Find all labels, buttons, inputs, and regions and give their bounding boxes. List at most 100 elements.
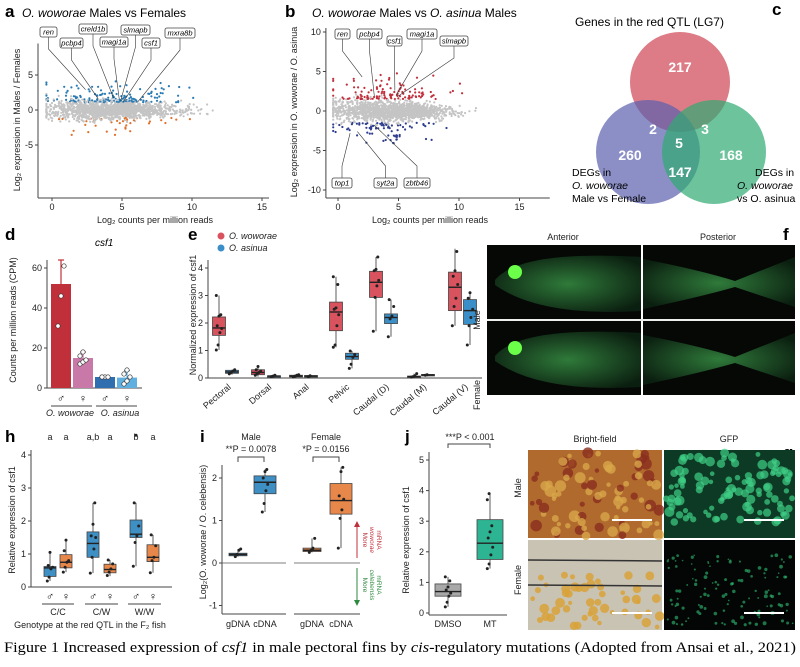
data-point	[45, 579, 49, 583]
x-tick-label: 10	[454, 202, 464, 212]
ma-point	[91, 103, 94, 106]
panel-j-ylabel: Relative expression of csf1	[401, 486, 411, 594]
ma-point	[445, 110, 448, 113]
gfp-signal	[764, 567, 768, 572]
ma-point	[389, 104, 392, 107]
ma-point	[64, 109, 67, 112]
ma-point	[416, 112, 419, 115]
ma-point	[109, 106, 112, 109]
ma-point	[50, 101, 54, 105]
gfp-signal	[676, 554, 680, 557]
ma-point	[160, 110, 163, 114]
ma-point	[352, 77, 355, 80]
data-point	[94, 536, 98, 539]
caption-prefix: Figure 1 Increased expression of	[4, 640, 222, 656]
pigment-cell	[595, 450, 601, 457]
ma-point	[77, 87, 80, 90]
data-point	[46, 564, 50, 568]
ma-point	[435, 111, 438, 114]
ma-point	[124, 116, 127, 119]
gfp-signal	[743, 623, 747, 627]
gfp-signal	[670, 603, 674, 606]
ma-point	[372, 111, 375, 114]
gfp-signal	[703, 592, 707, 597]
panel-d-ylabel: Counts per million reads (CPM)	[8, 257, 18, 383]
data-point	[469, 316, 473, 319]
ma-point	[371, 118, 375, 121]
ma-point	[363, 117, 366, 120]
gene-label-box	[356, 28, 383, 40]
gfp-signal	[754, 622, 759, 626]
ma-point	[381, 123, 385, 126]
ma-point	[124, 126, 127, 129]
pigment-cell	[597, 583, 605, 591]
ma-point	[350, 123, 353, 126]
data-point	[456, 283, 460, 286]
ma-point	[60, 108, 63, 111]
venn-blue-only: 260	[618, 147, 642, 163]
pigment-cell	[551, 606, 561, 615]
gfp-signal	[692, 577, 694, 580]
ma-point	[126, 120, 129, 124]
ma-point	[332, 89, 335, 92]
gfp-signal	[746, 494, 756, 504]
ma-point	[438, 120, 441, 123]
ma-point	[142, 100, 145, 104]
box	[129, 519, 143, 538]
ma-point	[169, 113, 172, 116]
ma-point	[370, 108, 373, 111]
data-point	[259, 369, 263, 373]
ma-point	[364, 99, 367, 102]
ma-point	[46, 98, 49, 101]
venn-blue-label-2: O. woworae	[572, 180, 628, 192]
gfp-signal	[769, 604, 773, 608]
data-point	[99, 374, 105, 380]
category-label: gDNA	[226, 619, 250, 629]
ma-point	[414, 113, 417, 117]
gfp-signal	[705, 456, 715, 467]
ma-point	[157, 108, 161, 111]
gfp-signal	[776, 504, 786, 513]
gfp-signal	[714, 621, 718, 625]
gene-leader-line	[342, 39, 363, 78]
ma-point	[408, 100, 411, 103]
ma-point	[339, 98, 342, 101]
ma-point	[82, 112, 85, 115]
pigment-cell	[597, 620, 602, 626]
col-gfp: GFP	[720, 434, 739, 444]
ma-point	[76, 111, 79, 114]
ma-point	[336, 117, 339, 120]
ma-point	[164, 102, 167, 105]
ma-point	[211, 109, 214, 112]
y-tick-label: 3	[21, 483, 26, 493]
ma-point	[84, 100, 87, 104]
ma-point	[387, 78, 391, 81]
panel-b-title: O. woworae Males vs O. asinua Males	[312, 6, 517, 20]
ma-point	[363, 95, 366, 99]
gfp-signal	[731, 619, 735, 624]
ma-point	[70, 98, 74, 101]
gene-label-box	[403, 177, 431, 189]
ma-point	[375, 87, 379, 90]
ma-point	[50, 119, 54, 122]
ma-point	[96, 117, 99, 120]
gfp-signal	[674, 483, 679, 488]
ma-point	[362, 98, 365, 101]
pigment-cell	[622, 595, 631, 604]
ma-point	[93, 103, 96, 106]
ma-point	[356, 112, 359, 115]
gene-leader-line	[92, 34, 114, 99]
gfp-signal	[767, 460, 777, 470]
pigment-cell	[641, 519, 651, 529]
ma-point	[332, 118, 335, 121]
ma-point	[432, 111, 435, 114]
ma-point	[462, 114, 465, 117]
ma-point	[159, 81, 162, 85]
ma-point	[380, 94, 383, 97]
gene-label-pcbp4: pcbp4	[60, 39, 81, 48]
panel-i-ylabel: Log₂(O. woworae / O. celebensis)	[198, 465, 208, 600]
ma-point	[403, 111, 406, 114]
gfp-signal	[777, 572, 780, 575]
ma-point	[440, 119, 443, 122]
ma-point	[124, 109, 127, 112]
